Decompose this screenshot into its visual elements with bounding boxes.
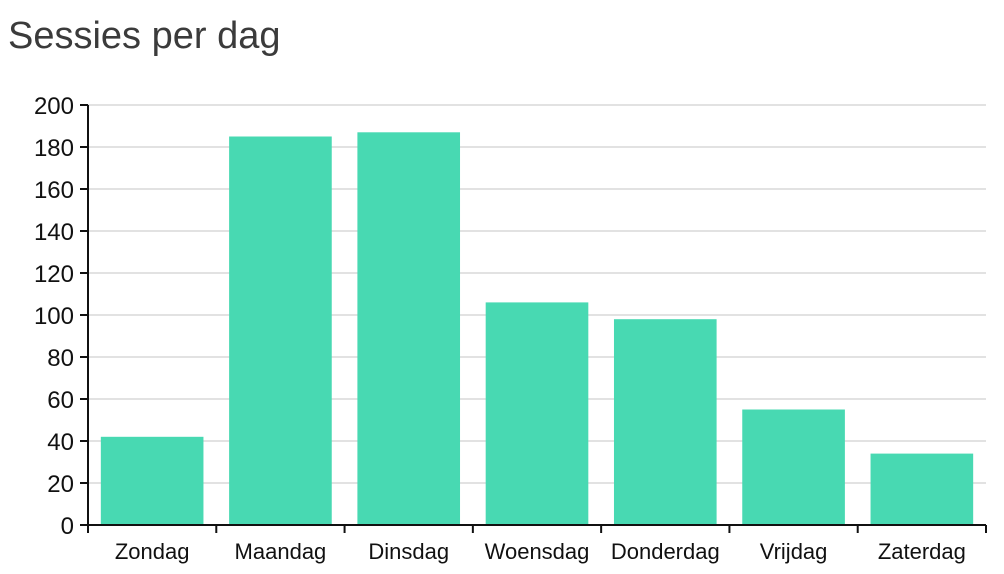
bar-maandag (229, 136, 332, 525)
y-tick-label: 40 (47, 429, 74, 456)
x-tick-label: Dinsdag (368, 539, 449, 564)
bars (100, 132, 974, 526)
y-tick-label: 120 (34, 261, 74, 288)
y-tick-label: 60 (47, 387, 74, 414)
y-tick-label: 20 (47, 471, 74, 498)
y-tick-label: 200 (34, 93, 74, 120)
y-tick-label: 100 (34, 303, 74, 330)
bar-zondag (100, 436, 204, 525)
y-tick-label: 160 (34, 177, 74, 204)
x-tick-label: Donderdag (611, 539, 720, 564)
bar-dinsdag (357, 132, 461, 526)
bar-woensdag (485, 302, 589, 525)
x-tick-label: Zondag (115, 539, 190, 564)
y-tick-label: 180 (34, 135, 74, 162)
x-tick-label: Vrijdag (760, 539, 828, 564)
y-tick-label: 140 (34, 219, 74, 246)
bar-zaterdag (870, 453, 974, 525)
x-tick-label: Woensdag (485, 539, 590, 564)
chart-title: Sessies per dag (8, 15, 281, 57)
y-tick-label: 80 (47, 345, 74, 372)
x-tick-label: Zaterdag (878, 539, 966, 564)
bar-vrijdag (742, 409, 845, 525)
x-axis: Zondag Maandag Dinsdag Woensdag Donderdag Vri… (87, 524, 987, 564)
y-axis: 0 20 40 60 80 100 120 140 160 180 200 (34, 93, 89, 540)
y-tick-label: 0 (61, 513, 74, 540)
x-tick-label: Maandag (235, 539, 327, 564)
bar-donderdag (613, 319, 717, 525)
